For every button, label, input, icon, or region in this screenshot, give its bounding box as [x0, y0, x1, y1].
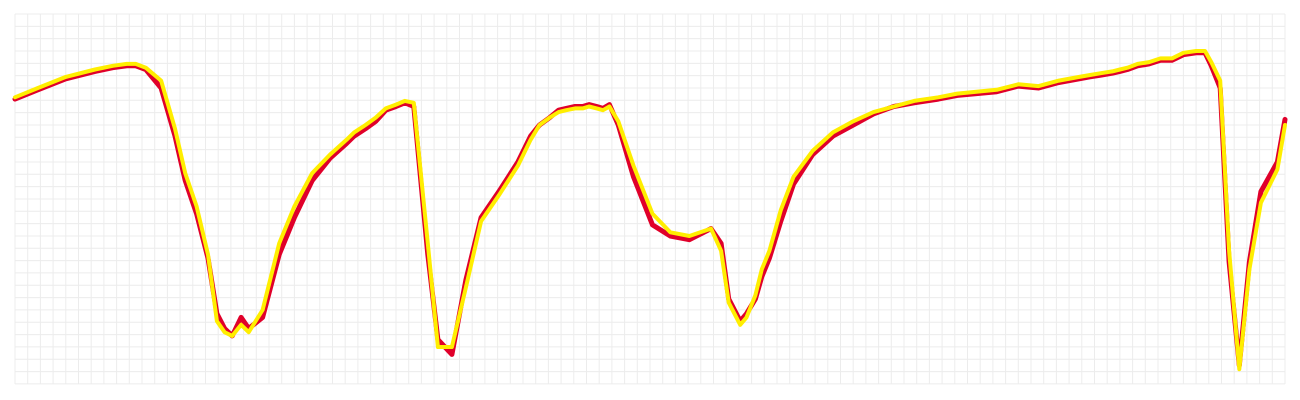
series-line-2 [13, 49, 1287, 372]
chart-series-layer [12, 49, 1288, 372]
chart-grid [14, 13, 1286, 385]
